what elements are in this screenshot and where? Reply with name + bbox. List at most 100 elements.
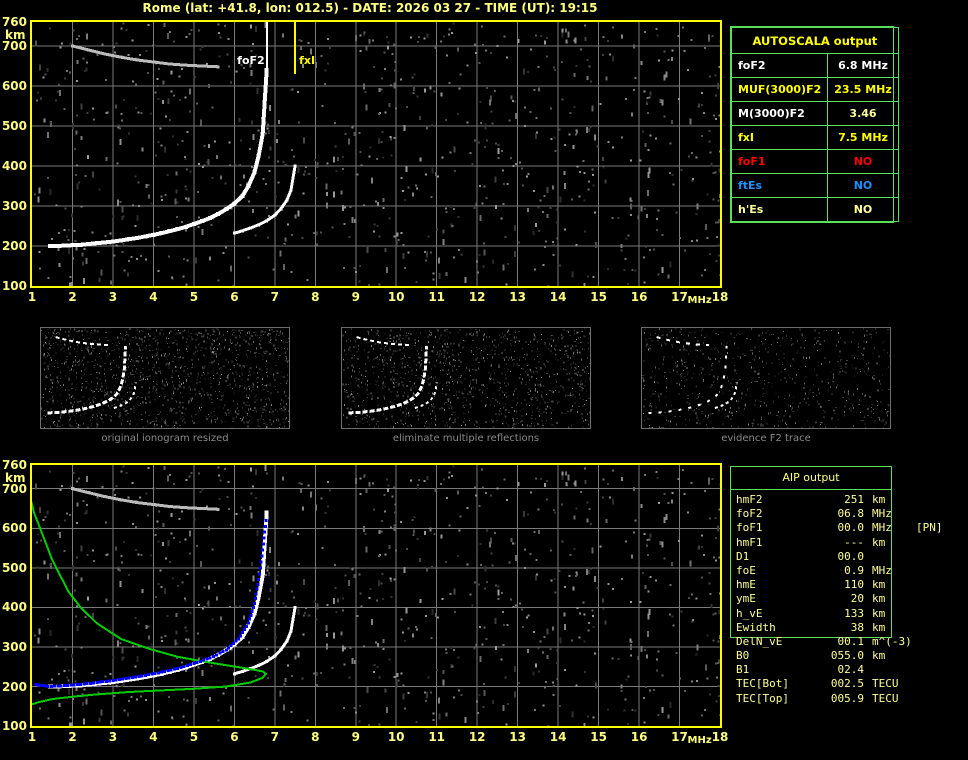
aip-row-value: 133 bbox=[808, 607, 872, 621]
aip-row-name: DelN_vE bbox=[736, 635, 808, 649]
autoscala-key-4: foF1 bbox=[732, 150, 828, 174]
aip-row-extra: [PN] bbox=[916, 521, 943, 535]
autoscala-key-0: foF2 bbox=[732, 54, 828, 78]
x-tick-4: 4 bbox=[139, 730, 167, 744]
x-tick-6: 6 bbox=[220, 730, 248, 744]
aip-header-divider bbox=[731, 489, 891, 490]
x-tick-8: 8 bbox=[301, 730, 329, 744]
aip-row-name: foF1 bbox=[736, 521, 808, 535]
x-tick-14: 14 bbox=[544, 730, 572, 744]
aip-row-name: foF2 bbox=[736, 507, 808, 521]
x-tick-7: 7 bbox=[261, 730, 289, 744]
aip-row-unit: km bbox=[872, 649, 916, 663]
aip-row-value: 38 bbox=[808, 621, 872, 635]
autoscala-value-3: 7.5 MHz bbox=[828, 126, 899, 150]
x-tick-10: 10 bbox=[382, 730, 410, 744]
x-tick-1: 1 bbox=[18, 730, 46, 744]
aip-row-unit: km bbox=[872, 621, 916, 635]
x-tick-9: 9 bbox=[342, 730, 370, 744]
x-tick-12: 12 bbox=[463, 730, 491, 744]
autoscala-value-2: 3.46 bbox=[828, 102, 899, 126]
aip-row-value: 00.0 bbox=[808, 521, 872, 535]
aip-row-value: 0.9 bbox=[808, 564, 872, 578]
aip-row-unit: km bbox=[872, 592, 916, 606]
autoscala-key-5: ftEs bbox=[732, 174, 828, 198]
aip-row-value: 002.5 bbox=[808, 677, 872, 691]
autoscala-value-1: 23.5 MHz bbox=[828, 78, 899, 102]
aip-row-unit: km bbox=[872, 578, 916, 592]
autoscala-key-3: fxI bbox=[732, 126, 828, 150]
aip-row-unit: TECU bbox=[872, 692, 916, 706]
aip-row-unit: MHz bbox=[872, 564, 916, 578]
x-tick-11: 11 bbox=[423, 730, 451, 744]
autoscala-key-2: M(3000)F2 bbox=[732, 102, 828, 126]
aip-row-name: D1 bbox=[736, 550, 808, 564]
aip-row-value: 055.0 bbox=[808, 649, 872, 663]
aip-row-name: TEC[Bot] bbox=[736, 677, 808, 691]
autoscala-value-0: 6.8 MHz bbox=[828, 54, 899, 78]
autoscala-value-5: NO bbox=[828, 174, 899, 198]
aip-row-value: 20 bbox=[808, 592, 872, 606]
aip-row-unit: MHz bbox=[872, 521, 916, 535]
x-axis-unit: MHz bbox=[688, 735, 712, 746]
autoscala-value-4: NO bbox=[828, 150, 899, 174]
marker-label-fxi: fxI bbox=[299, 54, 315, 67]
autoscala-value-6: NO bbox=[828, 198, 899, 222]
x-tick-15: 15 bbox=[585, 730, 613, 744]
marker-label-fof2: foF2 bbox=[231, 54, 265, 67]
aip-row-value: 251 bbox=[808, 493, 872, 507]
aip-row-name: h_vE bbox=[736, 607, 808, 621]
autoscala-header-row: AUTOSCALA output bbox=[732, 28, 899, 54]
x-tick-3: 3 bbox=[99, 730, 127, 744]
aip-row-hmf1: hmF1---km bbox=[736, 536, 966, 550]
aip-row-value: --- bbox=[808, 536, 872, 550]
marker-line-fxi bbox=[294, 22, 296, 74]
aip-row-name: foE bbox=[736, 564, 808, 578]
aip-row-value: 00.1 bbox=[808, 635, 872, 649]
aip-row-name: B0 bbox=[736, 649, 808, 663]
aip-row-unit: km bbox=[872, 607, 916, 621]
aip-row-value: 00.0 bbox=[808, 550, 872, 564]
aip-row-unit: km bbox=[872, 493, 916, 507]
aip-row-unit: MHz bbox=[872, 507, 916, 521]
aip-row-value: 06.8 bbox=[808, 507, 872, 521]
aip-row-name: hmF1 bbox=[736, 536, 808, 550]
aip-row-unit: TECU bbox=[872, 677, 916, 691]
x-tick-16: 16 bbox=[625, 730, 653, 744]
x-tick-2: 2 bbox=[59, 730, 87, 744]
aip-row-name: TEC[Top] bbox=[736, 692, 808, 706]
aip-row-unit: m^(-3) bbox=[872, 635, 916, 649]
aip-row-value: 110 bbox=[808, 578, 872, 592]
marker-line-fof2 bbox=[266, 22, 268, 74]
aip-row-name: hmF2 bbox=[736, 493, 808, 507]
autoscala-key-1: MUF(3000)F2 bbox=[732, 78, 828, 102]
autoscala-key-6: h'Es bbox=[732, 198, 828, 222]
aip-row-unit: km bbox=[872, 536, 916, 550]
aip-row-value: 005.9 bbox=[808, 692, 872, 706]
aip-header: AIP output bbox=[730, 466, 892, 484]
x-tick-13: 13 bbox=[504, 730, 532, 744]
aip-row-value: 02.4 bbox=[808, 663, 872, 677]
autoscala-header: AUTOSCALA output bbox=[732, 28, 899, 54]
